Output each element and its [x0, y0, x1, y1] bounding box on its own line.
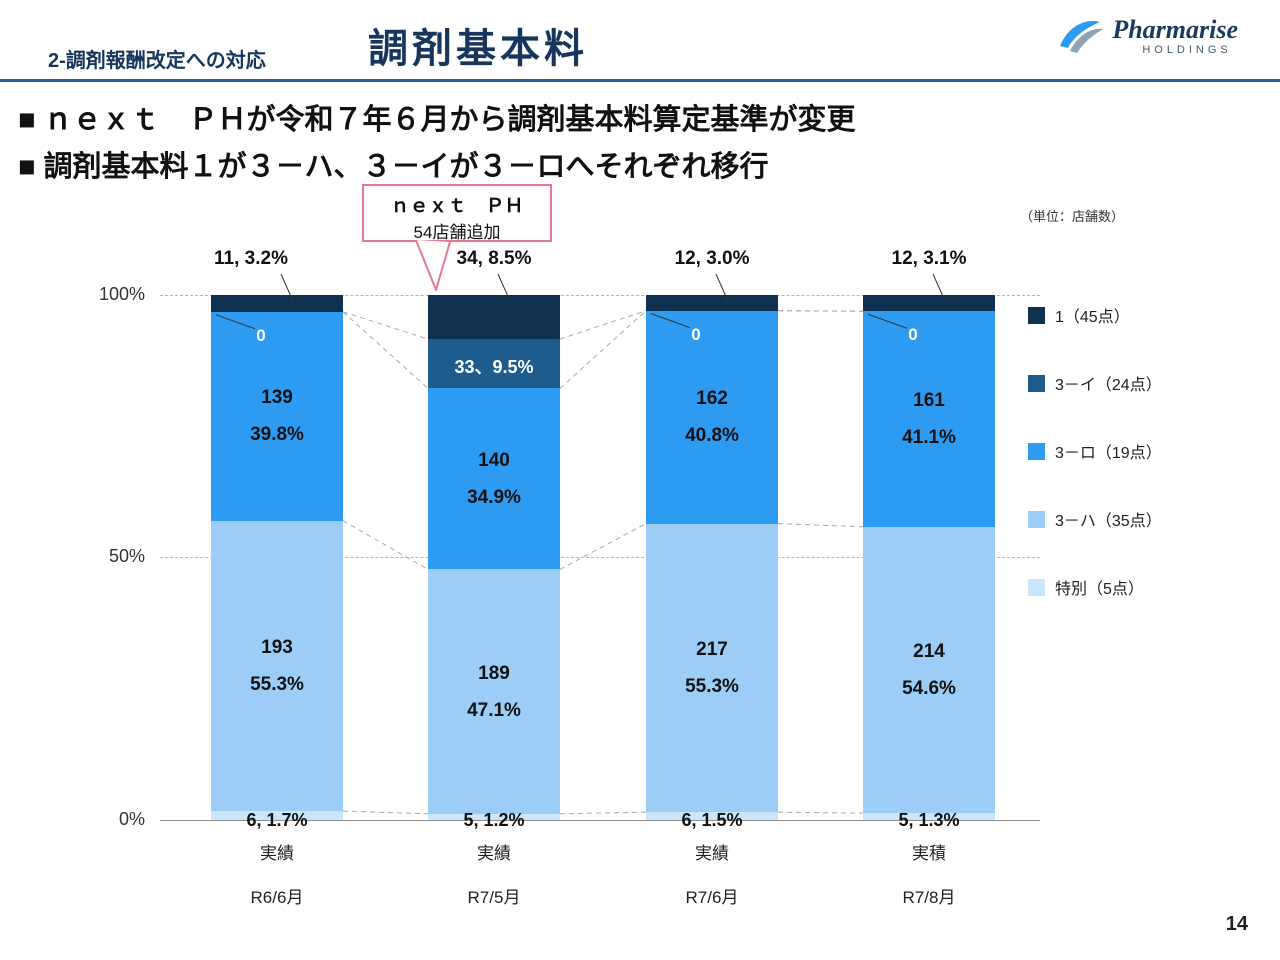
bar-segment-3	[863, 526, 995, 814]
segment-label: 217 55.3%	[685, 638, 739, 697]
leader-line	[497, 273, 511, 302]
unit-note: （単位：店舗数）	[1020, 209, 1125, 224]
legend-item: 3－イ（24点）	[1028, 371, 1162, 395]
bar-segment-0	[211, 295, 343, 312]
bar-segment-3	[428, 569, 560, 814]
legend-label: 3－ロ（19点）	[1055, 445, 1162, 462]
bar-kind-label: 実積	[912, 844, 946, 863]
leader-line	[280, 273, 294, 302]
bullet-line-1: ■ ｎｅｘｔ ＰＨが令和７年６月から調剤基本料算定基準が変更	[18, 96, 856, 138]
bar-kind-label: 実績	[260, 844, 294, 863]
bar-segment-4	[211, 811, 343, 820]
connector-line	[342, 311, 429, 340]
segment-label: 140 34.9%	[467, 449, 521, 508]
logo-name: Pharmarise	[1112, 15, 1238, 44]
segment-label-dark: 33、9.5%	[454, 356, 534, 377]
connector-line	[777, 811, 864, 814]
leader-line	[650, 313, 691, 329]
bar-segment-0	[646, 295, 778, 311]
connector-line	[342, 810, 429, 815]
zero-label: 0	[691, 324, 701, 344]
connector-line	[342, 311, 429, 389]
bar-segment-0	[863, 295, 995, 312]
zero-label: 0	[256, 325, 266, 345]
bar-top-label: 12, 3.0%	[674, 248, 750, 269]
segment-label: 193 55.3%	[250, 636, 304, 695]
leader-line	[715, 273, 729, 302]
bullet-line-2: ■ 調剤基本料１が３－ハ、３－イが３－ロへそれぞれ移行	[18, 143, 769, 185]
bar-segment-0	[428, 295, 560, 340]
page-title: 調剤基本料	[368, 27, 588, 71]
segment-label: 189 47.1%	[467, 662, 521, 721]
legend-label: 1（45点）	[1055, 309, 1130, 326]
segment-label: 162 40.8%	[685, 388, 739, 447]
bullet-square-icon: ■	[18, 151, 36, 183]
legend-label: 3－イ（24点）	[1055, 377, 1162, 394]
leader-line	[867, 313, 908, 329]
y-axis-tick: 50%	[108, 546, 145, 566]
bar-period-label: R7/5月	[467, 888, 521, 907]
connector-line	[559, 523, 647, 570]
bar-segment-3	[211, 520, 343, 812]
bullet-square-icon: ■	[18, 104, 36, 136]
segment-label: 161 41.1%	[902, 390, 956, 449]
callout-pointer-icon	[415, 240, 451, 291]
bar-period-label: R7/6月	[685, 888, 739, 907]
callout-box: ｎｅｘｔ ＰＨ 54店舗追加	[362, 184, 552, 242]
bar-top-label: 12, 3.1%	[891, 248, 967, 269]
legend-item: 3－ハ（35点）	[1028, 507, 1162, 531]
bar-segment-2	[211, 311, 343, 521]
legend-swatch	[1028, 374, 1045, 392]
bar-segment-2	[428, 388, 560, 570]
connector-line	[777, 310, 864, 312]
legend-swatch	[1028, 510, 1045, 528]
connector-line	[777, 310, 864, 312]
logo-sub: HOLDINGS	[1142, 44, 1232, 56]
connector-line	[559, 310, 647, 340]
bar-segment-4	[646, 812, 778, 820]
leader-line	[932, 273, 946, 302]
bar-kind-label: 実績	[695, 844, 729, 863]
segment-label: 139 39.8%	[250, 387, 304, 446]
y-axis-tick: 100%	[98, 284, 145, 304]
legend-label: 特別（5点）	[1055, 581, 1144, 598]
legend-item: 特別（5点）	[1028, 575, 1144, 599]
connector-line	[559, 811, 647, 815]
legend-item: 3－ロ（19点）	[1028, 439, 1162, 463]
bar-segment-3	[646, 523, 778, 813]
callout-line-2: 54店舗追加	[413, 223, 501, 242]
bar-kind-label: 実績	[477, 844, 511, 863]
header: 2-調剤報酬改定への対応 調剤基本料 Pharmarise HOLDINGS	[0, 0, 1280, 82]
gridline-50	[160, 557, 1040, 558]
bar-period-label: R6/6月	[250, 888, 304, 907]
callout-line-1: ｎｅｘｔ ＰＨ	[390, 196, 524, 217]
logo-swoosh-icon	[1060, 21, 1104, 53]
bar-period-label: R7/8月	[902, 888, 956, 907]
x-axis-line	[160, 820, 1040, 821]
segment-label: 214 54.6%	[902, 641, 956, 699]
legend-swatch	[1028, 578, 1045, 596]
legend-item: 1（45点）	[1028, 303, 1130, 327]
y-axis-tick: 0%	[118, 809, 145, 829]
bar-top-label: 11, 3.2%	[214, 248, 288, 269]
connector-line	[559, 310, 647, 389]
legend-swatch	[1028, 442, 1045, 460]
page-number: 14	[1225, 913, 1248, 935]
connector-line	[777, 523, 864, 528]
bar-segment-2	[863, 311, 995, 527]
zero-label: 0	[908, 325, 918, 345]
bar-segment-2	[646, 310, 778, 524]
legend-label: 3－ハ（35点）	[1055, 513, 1162, 530]
logo: Pharmarise HOLDINGS	[1056, 16, 1238, 56]
connector-line	[342, 520, 429, 570]
section-label: 2-調剤報酬改定への対応	[48, 50, 266, 72]
bullet-text: ｎｅｘｔ ＰＨが令和７年６月から調剤基本料算定基準が変更	[43, 104, 856, 136]
bar-segment-1	[428, 339, 560, 389]
bullet-text: 調剤基本料１が３－ハ、３－イが３－ロへそれぞれ移行	[43, 151, 769, 183]
legend-swatch	[1028, 306, 1045, 324]
leader-line	[215, 314, 256, 330]
bar-segment-4	[863, 813, 995, 820]
gridline-100	[160, 295, 1040, 296]
